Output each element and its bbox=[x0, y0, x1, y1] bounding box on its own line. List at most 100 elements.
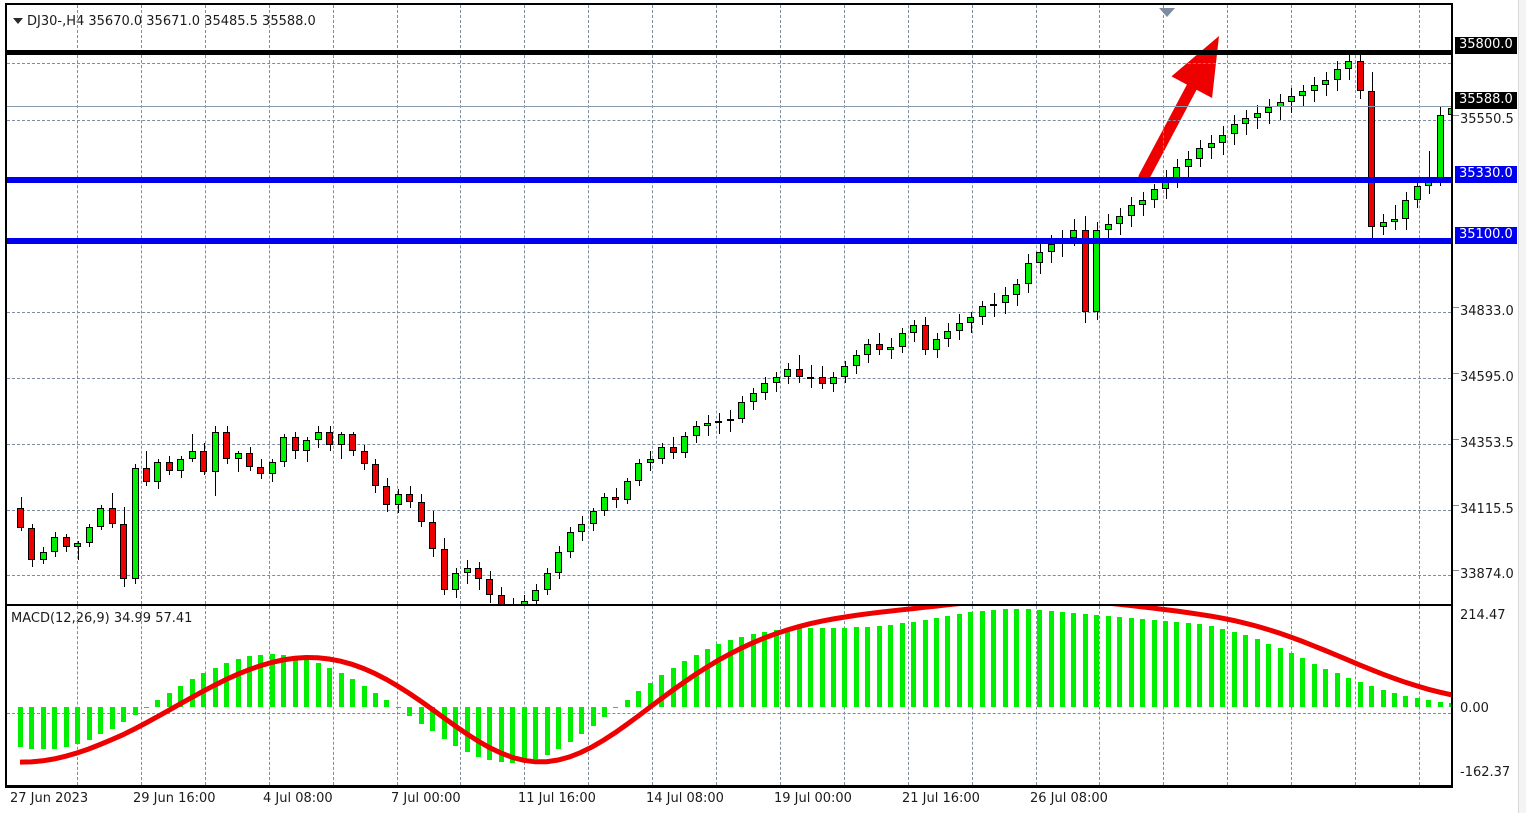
candle-bullish bbox=[1025, 262, 1032, 285]
level-line-35100-0[interactable] bbox=[7, 238, 1451, 244]
candle-bearish bbox=[292, 437, 299, 451]
candle-bullish bbox=[269, 461, 276, 474]
candle-bullish bbox=[1345, 60, 1352, 70]
vertical-gridline bbox=[269, 5, 270, 604]
candle-bearish bbox=[876, 344, 883, 350]
macd-histogram-bar bbox=[247, 656, 252, 708]
macd-histogram-bar bbox=[407, 707, 412, 716]
price-axis-tick-label: 34353.5 bbox=[1460, 436, 1514, 451]
time-axis-label: 11 Jul 16:00 bbox=[518, 791, 596, 806]
candle-bearish bbox=[349, 434, 356, 451]
macd-axis-tick-label: -162.37 bbox=[1460, 765, 1511, 780]
price-pane[interactable]: DJ30-,H4 35670.0 35671.0 35485.5 35588.0 bbox=[7, 5, 1451, 604]
price-axis-level-chip[interactable]: 35330.0 bbox=[1455, 166, 1517, 183]
macd-histogram-bar bbox=[1358, 682, 1363, 708]
candle-bullish bbox=[40, 551, 47, 560]
macd-histogram-bar bbox=[178, 685, 183, 708]
time-axis[interactable]: 27 Jun 2023 29 Jun 16:00 4 Jul 08:00 7 Jul … bbox=[5, 787, 1524, 813]
candle-wick bbox=[719, 412, 720, 435]
candle-bullish bbox=[1254, 112, 1261, 119]
candle-bullish bbox=[887, 347, 894, 350]
macd-histogram-bar bbox=[1312, 663, 1317, 708]
vertical-gridline bbox=[972, 5, 973, 604]
candle-bullish bbox=[956, 322, 963, 331]
macd-histogram-bar bbox=[465, 707, 470, 752]
chart-frame: DJ30-,H4 35670.0 35671.0 35485.5 35588.0… bbox=[5, 3, 1453, 787]
right-scroll-strip[interactable] bbox=[1518, 0, 1526, 813]
macd-histogram-bar bbox=[831, 627, 836, 708]
price-axis-tick bbox=[1453, 307, 1459, 308]
macd-signal-line bbox=[19, 606, 1451, 765]
macd-histogram-bar bbox=[968, 612, 973, 708]
price-axis-tick bbox=[1453, 373, 1459, 374]
vertical-gridline bbox=[780, 606, 781, 785]
macd-histogram-bar bbox=[934, 617, 939, 708]
symbol-ohlc-label: DJ30-,H4 35670.0 35671.0 35485.5 35588.0 bbox=[27, 14, 316, 29]
vertical-gridline bbox=[460, 606, 461, 785]
triangle-down-icon[interactable] bbox=[13, 18, 23, 24]
vertical-gridline bbox=[908, 5, 909, 604]
macd-histogram-bar bbox=[1014, 609, 1019, 708]
candle-wick bbox=[192, 434, 193, 462]
candle-bearish bbox=[612, 497, 619, 500]
candle-bearish bbox=[486, 578, 493, 596]
candle-bearish bbox=[670, 446, 677, 454]
time-axis-label: 4 Jul 08:00 bbox=[263, 791, 333, 806]
candle-bullish bbox=[154, 461, 161, 483]
candle-wick bbox=[971, 311, 972, 334]
macd-histogram-bar bbox=[568, 707, 573, 742]
candle-bullish bbox=[1185, 159, 1192, 168]
candle-bullish bbox=[578, 524, 585, 533]
price-axis-level-chip[interactable]: 35588.0 bbox=[1455, 92, 1517, 109]
candle-bullish bbox=[1334, 69, 1341, 80]
candle-bullish bbox=[727, 419, 734, 422]
candle-bullish bbox=[1036, 251, 1043, 263]
level-line-35588-0[interactable] bbox=[7, 106, 1451, 107]
candle-bullish bbox=[280, 437, 287, 462]
vertical-gridline bbox=[844, 5, 845, 604]
candle-bullish bbox=[1231, 123, 1238, 135]
candle-bullish bbox=[1311, 85, 1318, 91]
candle-bullish bbox=[1391, 219, 1398, 222]
candle-bullish bbox=[189, 450, 196, 459]
candle-wick bbox=[1395, 205, 1396, 230]
macd-histogram-bar bbox=[1392, 692, 1397, 708]
candle-bearish bbox=[223, 431, 230, 459]
candle-bearish bbox=[429, 521, 436, 549]
candle-wick bbox=[238, 450, 239, 473]
macd-histogram-bar bbox=[705, 649, 710, 708]
candle-wick bbox=[524, 595, 525, 604]
candle-bearish bbox=[166, 461, 173, 472]
candle-bearish bbox=[819, 377, 826, 384]
macd-histogram-bar bbox=[293, 656, 298, 708]
vertical-gridline bbox=[1099, 606, 1100, 785]
macd-histogram-bar bbox=[419, 707, 424, 724]
macd-pane[interactable]: MACD(12,26,9) 34.99 57.41 bbox=[7, 606, 1451, 785]
macd-axis-tick-label: 0.00 bbox=[1460, 701, 1489, 716]
candle-bullish bbox=[830, 377, 837, 384]
level-line-35800-0[interactable] bbox=[7, 50, 1451, 55]
candle-bullish bbox=[910, 325, 917, 334]
price-axis-level-chip[interactable]: 35100.0 bbox=[1455, 227, 1517, 244]
macd-histogram-bar bbox=[1403, 695, 1408, 708]
macd-indicator-label: MACD(12,26,9) 34.99 57.41 bbox=[11, 611, 193, 626]
macd-histogram-bar bbox=[820, 627, 825, 708]
candle-bearish bbox=[372, 464, 379, 487]
vertical-gridline bbox=[652, 5, 653, 604]
vertical-gridline bbox=[77, 5, 78, 604]
vertical-gridline bbox=[1419, 606, 1420, 785]
macd-histogram-bar bbox=[945, 615, 950, 708]
candle-bullish bbox=[1414, 186, 1421, 200]
candle-bearish bbox=[17, 507, 24, 528]
macd-histogram-bar bbox=[1300, 658, 1305, 708]
candle-bullish bbox=[1105, 224, 1112, 230]
candle-bearish bbox=[1082, 229, 1089, 312]
price-axis[interactable]: 35800.0 35588.0 35550.5 35330.0 35100.0 34833… bbox=[1453, 3, 1524, 787]
macd-histogram-bar bbox=[865, 626, 870, 708]
vertical-gridline bbox=[780, 5, 781, 604]
price-axis-level-chip[interactable]: 35800.0 bbox=[1455, 37, 1517, 54]
level-line-35330-0[interactable] bbox=[7, 177, 1451, 183]
macd-histogram-bar bbox=[281, 654, 286, 708]
macd-histogram-bar bbox=[87, 707, 92, 740]
